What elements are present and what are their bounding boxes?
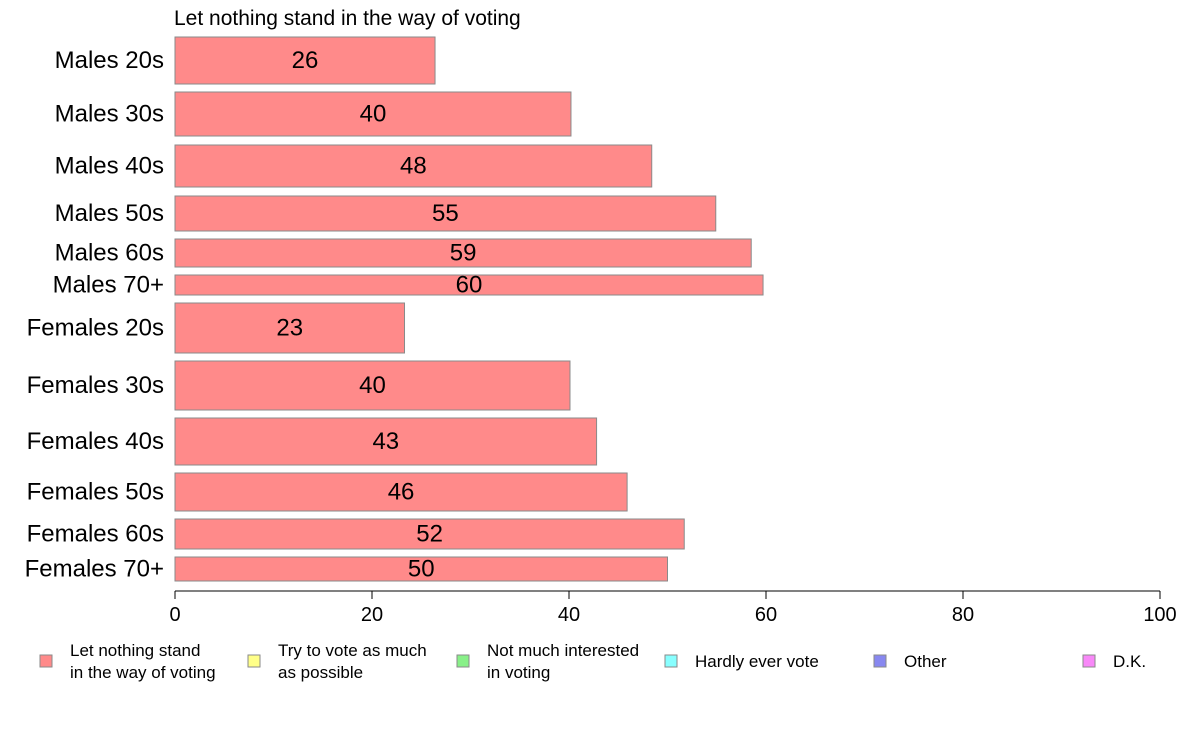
value-label: 43 [372,428,399,455]
value-label: 50 [408,556,435,583]
legend-label: Other [904,652,947,671]
category-label: Females 70+ [25,556,164,583]
legend-swatch [1082,654,1096,668]
bar [174,238,752,268]
value-label: 55 [432,200,459,227]
x-tick-label: 100 [1143,604,1176,626]
x-tick-label: 0 [169,604,180,626]
legend-swatch [247,654,261,668]
legend: Let nothing stand in the way of voting Try… [39,641,1146,682]
bar [174,144,653,188]
category-label: Males 50s [55,200,164,227]
category-label: Females 30s [27,372,164,399]
legend-swatch [39,654,53,668]
legend-label: Try to vote as much [278,641,427,660]
x-axis: 0 20 40 60 80 100 [169,590,1177,626]
category-label: Females 40s [27,428,164,455]
legend-label: in the way of voting [70,663,216,682]
legend-label: Hardly ever vote [695,652,819,671]
category-label: Females 20s [27,315,164,342]
value-label: 23 [276,315,303,342]
legend-swatch [873,654,887,668]
legend-label: as possible [278,663,363,682]
x-tick-label: 60 [755,604,777,626]
value-label: 26 [292,47,319,74]
category-label: Males 30s [55,101,164,128]
x-tick-label: 20 [361,604,383,626]
x-tick-label: 40 [558,604,580,626]
bar [174,36,436,85]
bar [174,417,598,466]
category-label: Males 70+ [53,272,164,299]
value-label: 40 [359,372,386,399]
bars-group: Males 20s 26 Males 30s 40 Males 40s 48 Males 5… [25,36,764,583]
value-label: 40 [360,101,387,128]
x-tick-label: 80 [952,604,974,626]
bar [174,274,764,296]
category-label: Males 20s [55,47,164,74]
category-label: Females 60s [27,521,164,548]
bar [174,556,668,582]
legend-label: in voting [487,663,550,682]
bar [174,195,717,232]
bar [174,302,406,354]
bar [174,91,572,137]
legend-swatch [456,654,470,668]
value-label: 46 [388,479,415,506]
legend-label: Let nothing stand [70,641,200,660]
value-label: 59 [450,240,477,267]
category-label: Males 40s [55,153,164,180]
bar [174,472,628,512]
category-label: Females 50s [27,479,164,506]
value-label: 52 [416,521,443,548]
bar [174,518,685,550]
bar [174,360,571,411]
value-label: 60 [456,272,483,299]
value-label: 48 [400,153,427,180]
legend-label: D.K. [1113,652,1146,671]
chart-title: Let nothing stand in the way of voting [174,7,521,30]
legend-label: Not much interested [487,641,639,660]
legend-swatch [664,654,678,668]
category-label: Males 60s [55,240,164,267]
